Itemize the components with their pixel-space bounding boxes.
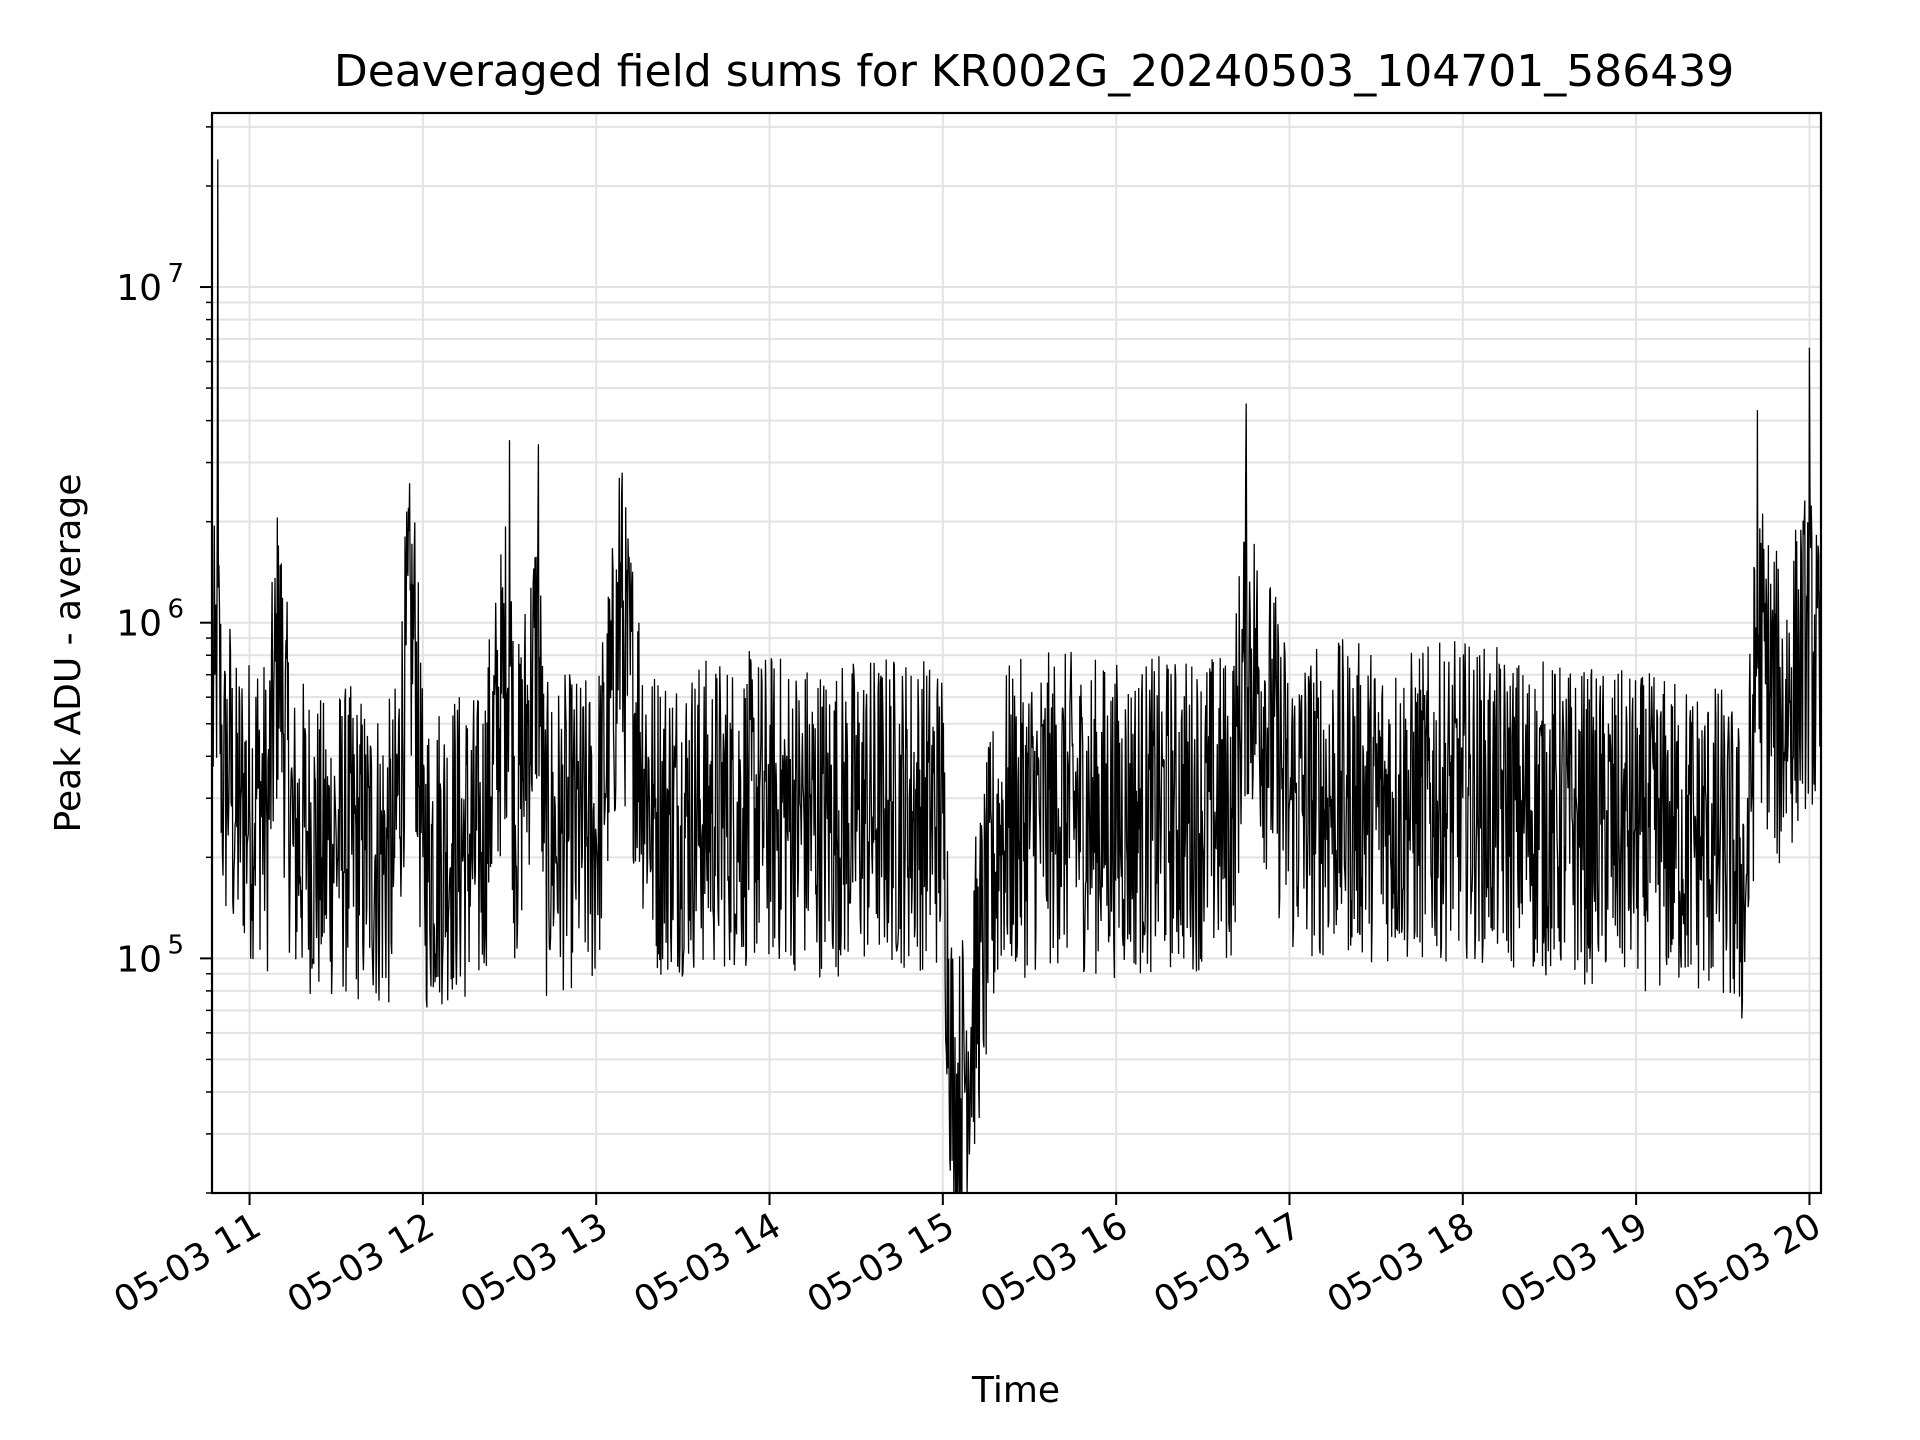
- x-tick-label: 05-03 13: [454, 1205, 615, 1321]
- y-axis-label: Peak ADU - average: [48, 474, 89, 833]
- x-tick-label: 05-03 11: [107, 1205, 268, 1321]
- x-axis-label: Time: [971, 1370, 1060, 1411]
- x-tick-label: 05-03 20: [1667, 1205, 1828, 1321]
- series-line: [211, 159, 1822, 1194]
- y-tick-label: 10: [116, 268, 162, 309]
- plot-frame: [210, 111, 1823, 1195]
- y-tick-exponent: 6: [167, 595, 184, 625]
- y-tick-label: 10: [116, 604, 162, 645]
- x-tick-label: 05-03 18: [1321, 1205, 1482, 1321]
- y-tick-label: 10: [116, 939, 162, 980]
- x-tick-label: 05-03 14: [627, 1205, 788, 1321]
- y-tick-exponent: 5: [167, 930, 184, 960]
- data-layer: [211, 159, 1822, 1194]
- x-tick-label: 05-03 12: [281, 1205, 442, 1321]
- x-axis: 05-03 11 05-03 12 05-03 13 05-03 14 05-03 15…: [107, 1193, 1828, 1322]
- x-tick-label: 05-03 16: [974, 1205, 1135, 1321]
- chart-title: Deaveraged field sums for KR002G_2024050…: [334, 46, 1734, 97]
- x-tick-label: 05-03 19: [1494, 1205, 1655, 1321]
- x-tick-label: 05-03 17: [1147, 1205, 1308, 1321]
- y-tick-exponent: 7: [167, 259, 184, 289]
- x-tick-label: 05-03 15: [801, 1205, 962, 1321]
- grid: [212, 113, 1821, 1194]
